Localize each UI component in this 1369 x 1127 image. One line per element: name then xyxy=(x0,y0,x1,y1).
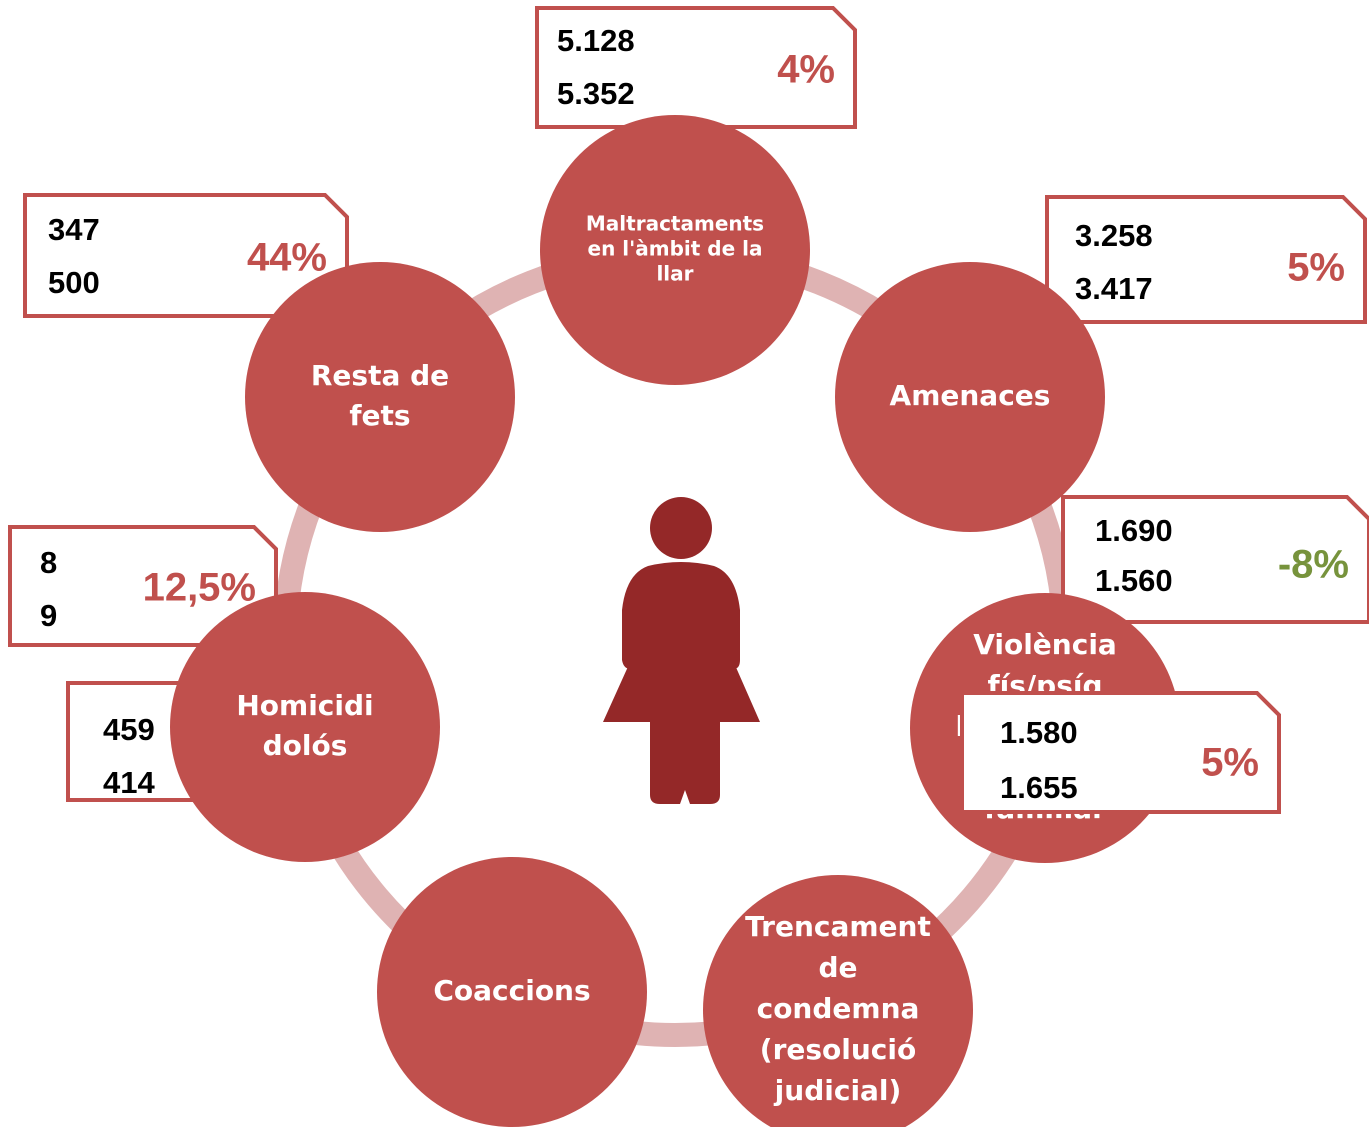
node-circle xyxy=(377,857,647,1127)
value: 459 xyxy=(103,712,155,747)
value: 9 xyxy=(40,598,57,633)
node-label: fets xyxy=(349,399,410,432)
node-label: Maltractaments xyxy=(586,212,764,236)
node-circle xyxy=(703,875,973,1127)
value: 8 xyxy=(40,545,57,580)
value: 414 xyxy=(103,765,155,800)
value: 347 xyxy=(48,212,100,247)
node-label: de xyxy=(818,951,857,984)
value-box xyxy=(960,691,1281,814)
node-label: Resta de xyxy=(311,359,449,392)
change: 44% xyxy=(247,236,327,280)
node-circle xyxy=(835,262,1105,532)
change: 5% xyxy=(1287,246,1345,290)
value: 1.580 xyxy=(1000,715,1078,750)
node-circle xyxy=(540,115,810,385)
node-label: (resolució xyxy=(760,1033,916,1066)
node-label: Coaccions xyxy=(433,974,590,1007)
node-circle xyxy=(170,592,440,862)
value-box xyxy=(535,6,857,129)
value: 5.128 xyxy=(557,23,635,58)
node-label: Violència xyxy=(973,628,1117,661)
node-label: Trencament xyxy=(745,910,931,943)
node-label: Homicidi xyxy=(236,689,373,722)
node-label: dolós xyxy=(263,729,348,762)
node-label: en l'àmbit de la xyxy=(588,237,763,261)
value: 3.258 xyxy=(1075,218,1153,253)
change: 5% xyxy=(1201,741,1259,785)
node-label: judicial) xyxy=(774,1074,902,1107)
change: -8% xyxy=(1278,543,1349,587)
node-label: Amenaces xyxy=(890,379,1051,412)
node-circle xyxy=(245,262,515,532)
node-label: condemna xyxy=(757,992,920,1025)
value: 1.690 xyxy=(1095,513,1173,548)
value: 3.417 xyxy=(1075,271,1153,306)
value: 1.655 xyxy=(1000,770,1078,805)
node-label: llar xyxy=(656,262,693,286)
change: 12,5% xyxy=(143,566,256,610)
woman-icon xyxy=(603,497,760,804)
value: 5.352 xyxy=(557,76,635,111)
value: 500 xyxy=(48,265,100,300)
change: 4% xyxy=(777,48,835,92)
value: 1.560 xyxy=(1095,563,1173,598)
